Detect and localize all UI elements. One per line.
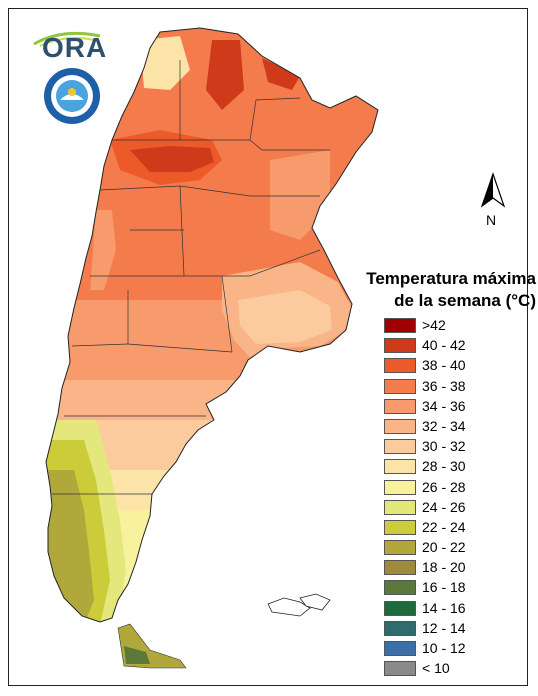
legend-label: 16 - 18 [422,579,466,596]
legend-label: 10 - 12 [422,640,466,656]
legend-swatch [384,318,416,333]
north-label: N [486,212,497,228]
legend-label: 20 - 22 [422,539,466,556]
legend-label: 28 - 30 [422,458,466,475]
ora-logo-text: ORA [42,32,108,63]
legend-swatch [384,580,416,596]
legend-label: 36 - 38 [422,377,466,394]
legend-swatch [384,499,416,515]
legend-swatch [384,378,416,394]
legend-swatch [384,459,416,475]
legend-label: 26 - 28 [422,478,466,495]
legend-swatch [384,661,416,677]
legend-label: >42 [422,317,446,333]
legend-swatch [384,560,416,576]
legend-label: 40 - 42 [422,337,466,354]
legend-swatch [384,620,416,636]
legend-label: < 10 [422,660,450,677]
legend-title-line1: Temperatura máxima [366,269,536,288]
legend-label: 38 - 40 [422,357,466,374]
legend-swatch [384,540,416,556]
legend-label: 34 - 36 [422,397,466,414]
legend-swatch [384,641,416,656]
legend-label: 22 - 24 [422,518,466,535]
legend-label: 12 - 14 [422,619,466,636]
legend-swatch [384,398,416,414]
legend-title-line2: de la semana (°C) [394,291,536,310]
legend-swatch [384,479,416,495]
legend-swatch [384,338,416,354]
legend-label: 14 - 16 [422,599,466,616]
legend-label: 18 - 20 [422,559,466,576]
legend-label: 32 - 34 [422,417,466,434]
legend-label: 30 - 32 [422,438,466,455]
legend-swatch [384,358,416,374]
ora-logo: ORA [30,22,110,63]
legend-swatch [384,439,416,455]
legend-title: Temperatura máxima de la semana (°C) [346,268,536,312]
legend-label: 24 - 26 [422,498,466,515]
legend-swatch [384,600,416,616]
smn-seal-icon [44,68,100,124]
north-arrow-icon [480,172,506,208]
legend-swatch [384,418,416,434]
ora-logo-arc [33,31,101,47]
legend-swatch [384,519,416,535]
north-arrow: N [478,172,514,232]
